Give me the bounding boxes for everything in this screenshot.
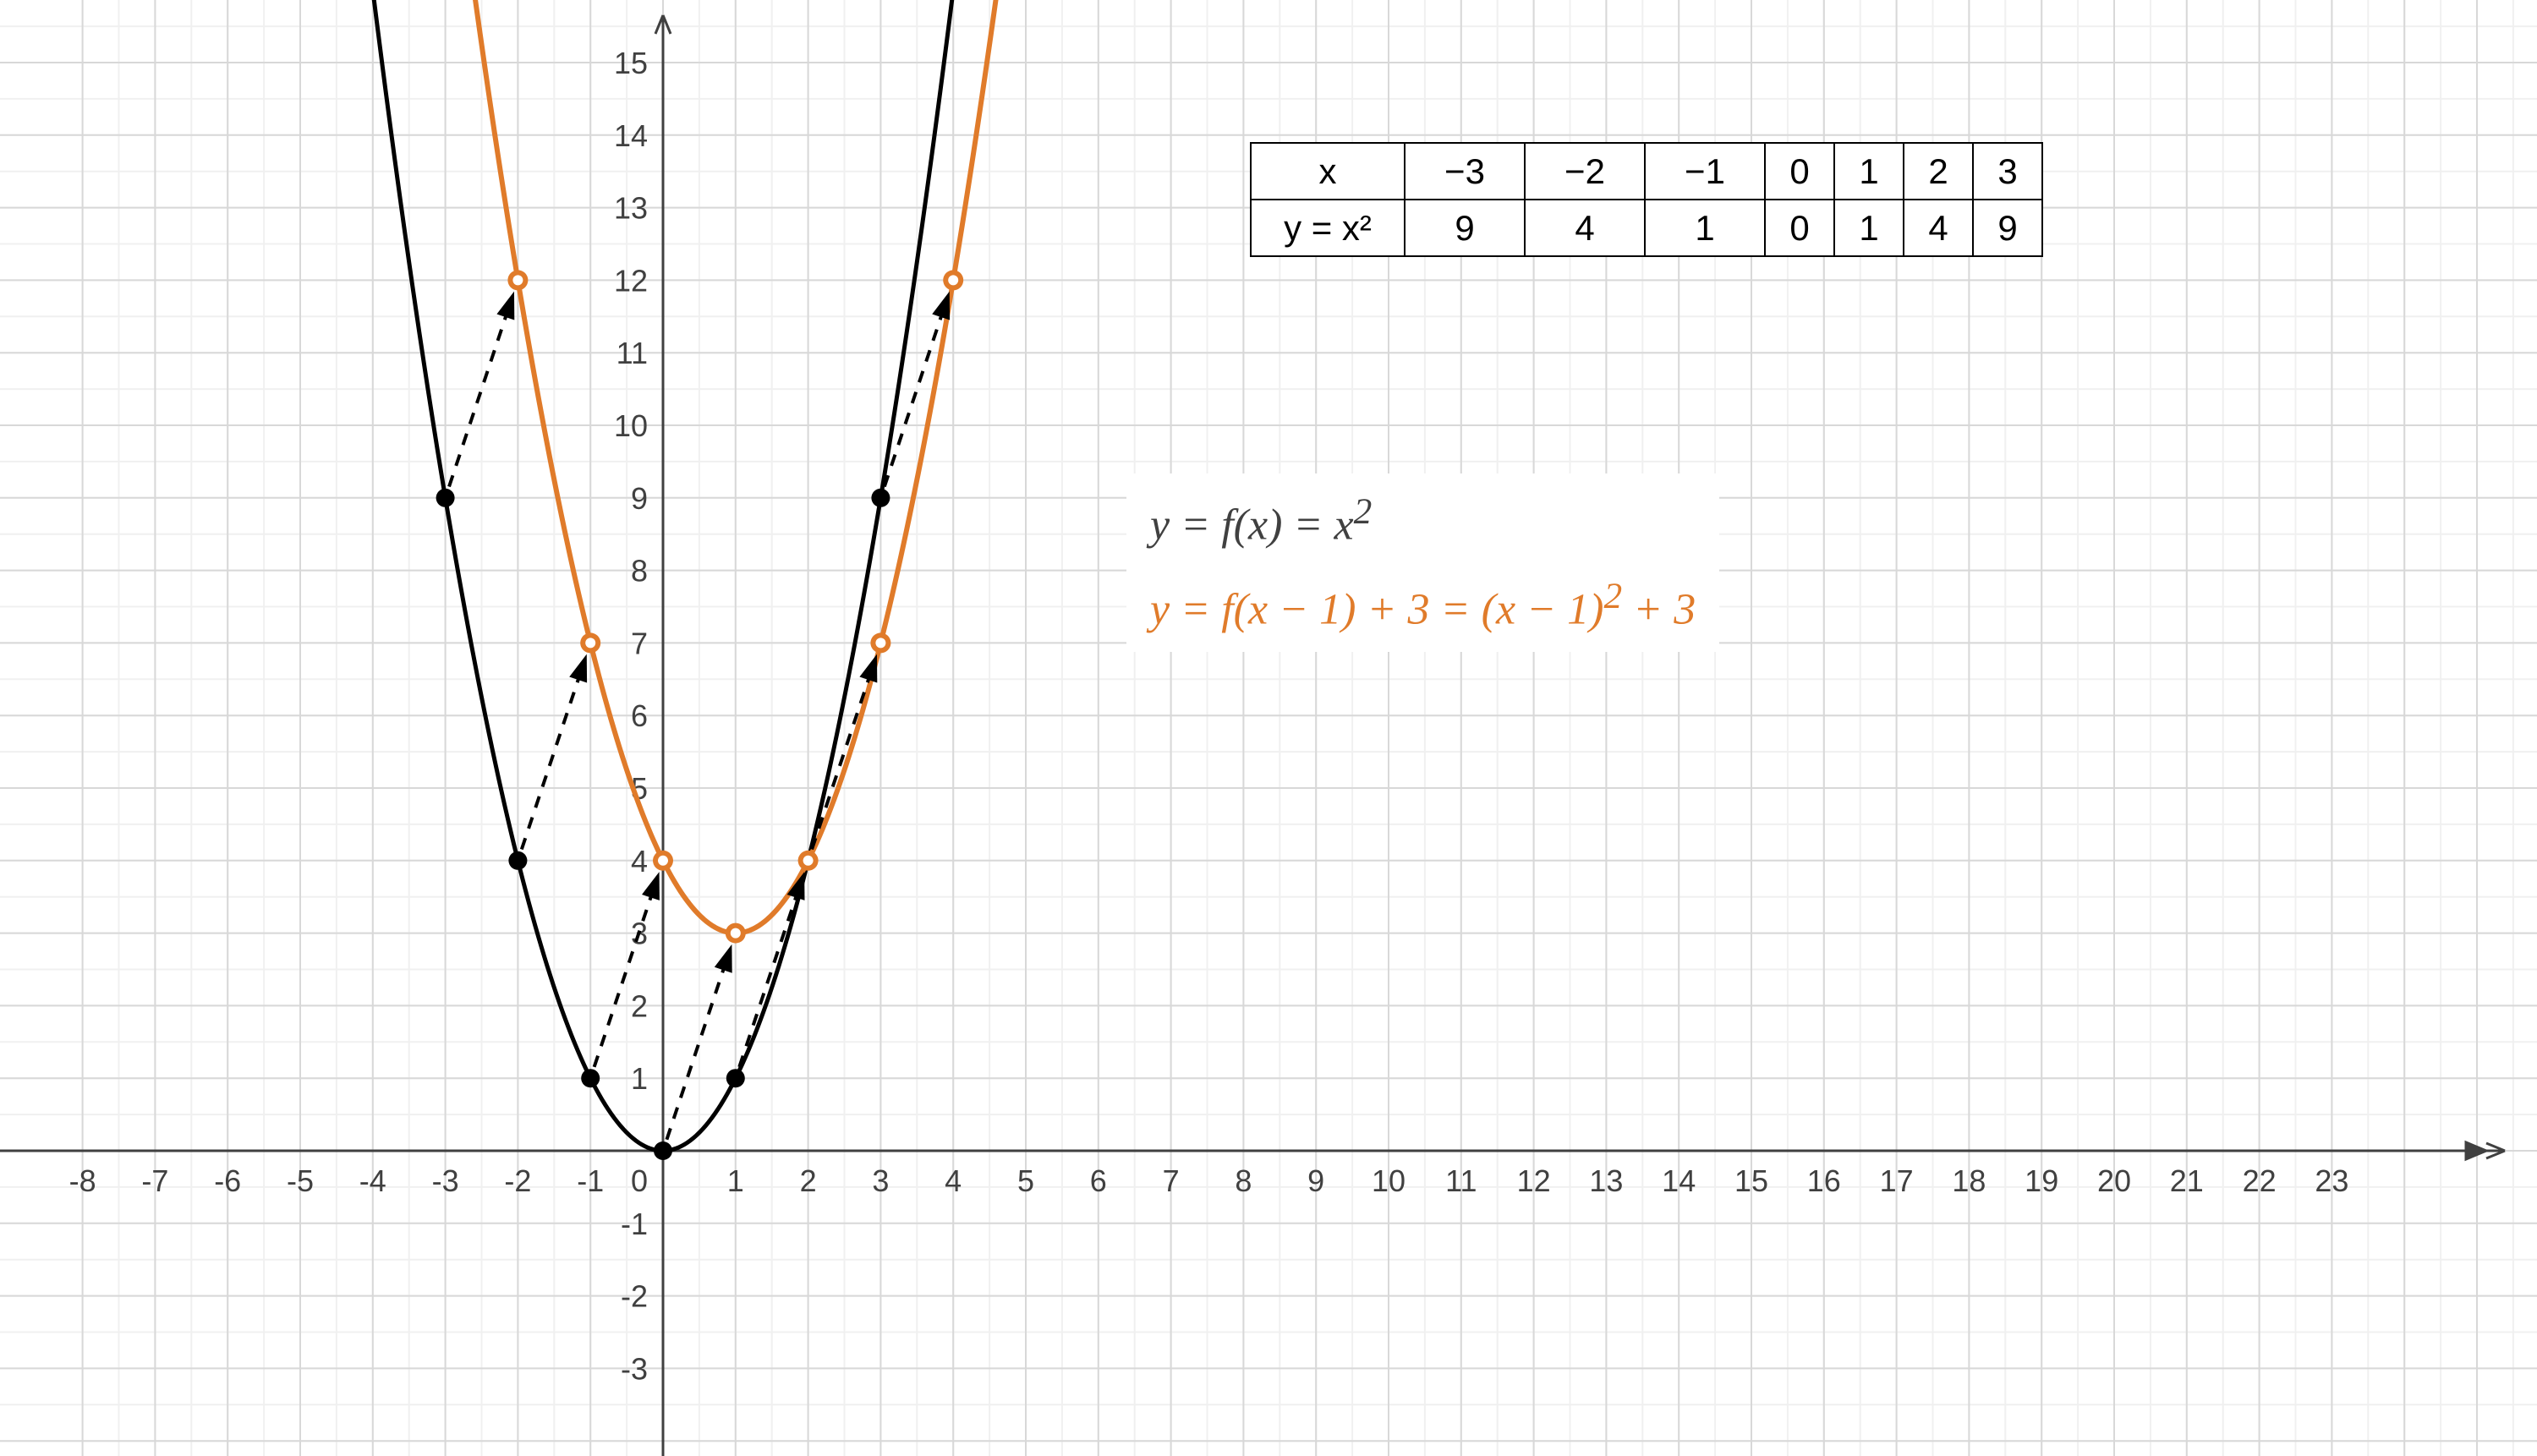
table-cell: 1 (1834, 143, 1904, 200)
y-tick: 9 (631, 481, 648, 516)
shift-arrow-line (522, 667, 583, 850)
point-f2-inner (731, 928, 741, 939)
table-row-header: x (1251, 143, 1405, 200)
point-f1 (581, 1069, 600, 1087)
x-tick: 14 (1662, 1163, 1696, 1198)
point-f1 (508, 851, 527, 870)
formula-f1: y = f(x) = x2 (1150, 490, 1696, 550)
shift-arrow-line (449, 304, 510, 487)
y-tick: 8 (631, 554, 648, 588)
table-cell: 0 (1765, 200, 1834, 256)
x-tick: 18 (1952, 1163, 1986, 1198)
y-tick: 11 (616, 336, 648, 370)
point-f2-inner (803, 856, 814, 866)
x-tick: 2 (800, 1163, 817, 1198)
x-tick: 17 (1880, 1163, 1914, 1198)
x-tick: 4 (945, 1163, 962, 1198)
formula-f2: y = f(x − 1) + 3 = (x − 1)2 + 3 (1150, 575, 1696, 634)
point-f1 (436, 489, 455, 507)
x-tick: 8 (1235, 1163, 1252, 1198)
table-row-header: y = x² (1251, 200, 1405, 256)
x-tick: 9 (1307, 1163, 1324, 1198)
point-f2-inner (948, 275, 958, 285)
shift-arrow-line (739, 884, 800, 1067)
x-tick: 20 (2097, 1163, 2131, 1198)
x-tick: 16 (1807, 1163, 1841, 1198)
table-cell: 1 (1834, 200, 1904, 256)
table-cell: 4 (1525, 200, 1645, 256)
point-f2-inner (585, 638, 595, 648)
y-tick: 7 (631, 626, 648, 660)
table-cell: −2 (1525, 143, 1645, 200)
x-tick: 1 (727, 1163, 744, 1198)
x-tick: 5 (1017, 1163, 1034, 1198)
table-cell: 0 (1765, 143, 1834, 200)
x-tick: -5 (287, 1163, 314, 1198)
point-f1 (654, 1141, 672, 1160)
value-table: x−3−2−10123y = x²9410149 (1250, 142, 2043, 257)
table-cell: −3 (1405, 143, 1525, 200)
point-f2-inner (658, 856, 668, 866)
x-tick: 19 (2025, 1163, 2058, 1198)
x-tick: 22 (2243, 1163, 2277, 1198)
y-tick: 12 (614, 263, 648, 298)
table-row: x−3−2−10123 (1251, 143, 2042, 200)
point-f2-inner (875, 638, 885, 648)
point-f1 (726, 1069, 745, 1087)
x-tick: 10 (1372, 1163, 1405, 1198)
x-tick: -2 (504, 1163, 531, 1198)
point-f1 (871, 489, 890, 507)
point-f2-inner (512, 275, 523, 285)
x-tick: -1 (577, 1163, 604, 1198)
y-tick: 13 (614, 191, 648, 226)
x-tick: 3 (872, 1163, 889, 1198)
y-tick: 14 (614, 118, 648, 153)
y-tick: 10 (614, 408, 648, 443)
table-cell: 3 (1973, 143, 2042, 200)
y-tick: -3 (621, 1351, 648, 1386)
shift-arrow-line (812, 667, 873, 850)
y-tick: 1 (631, 1061, 648, 1096)
table-cell: 9 (1973, 200, 2042, 256)
x-tick: 7 (1163, 1163, 1180, 1198)
x-tick: 23 (2315, 1163, 2348, 1198)
x-tick: 21 (2170, 1163, 2204, 1198)
y-tick: 2 (631, 988, 648, 1023)
y-tick: 4 (631, 844, 648, 879)
shift-arrow-line (885, 304, 945, 487)
formula-legend: y = f(x) = x2 y = f(x − 1) + 3 = (x − 1)2… (1126, 473, 1719, 652)
table-cell: 1 (1645, 200, 1765, 256)
y-tick: 15 (614, 46, 648, 80)
table-cell: 4 (1904, 200, 1973, 256)
x-tick: -6 (214, 1163, 241, 1198)
y-tick: -2 (621, 1279, 648, 1314)
x-tick: 15 (1734, 1163, 1768, 1198)
x-tick: -8 (69, 1163, 96, 1198)
table-cell: 9 (1405, 200, 1525, 256)
x-tick: 6 (1090, 1163, 1107, 1198)
x-tick: 13 (1589, 1163, 1623, 1198)
shift-arrow-line (595, 884, 655, 1067)
x-tick: 12 (1517, 1163, 1551, 1198)
x-tick: 11 (1445, 1163, 1477, 1198)
x-tick: -7 (141, 1163, 168, 1198)
table-row: y = x²9410149 (1251, 200, 2042, 256)
x-tick-0: 0 (631, 1163, 648, 1198)
y-tick: -1 (621, 1207, 648, 1241)
table-cell: 2 (1904, 143, 1973, 200)
x-tick: -3 (432, 1163, 459, 1198)
curves (359, 0, 1026, 1151)
x-tick: -4 (359, 1163, 386, 1198)
y-tick: 6 (631, 698, 648, 733)
table-cell: −1 (1645, 143, 1765, 200)
